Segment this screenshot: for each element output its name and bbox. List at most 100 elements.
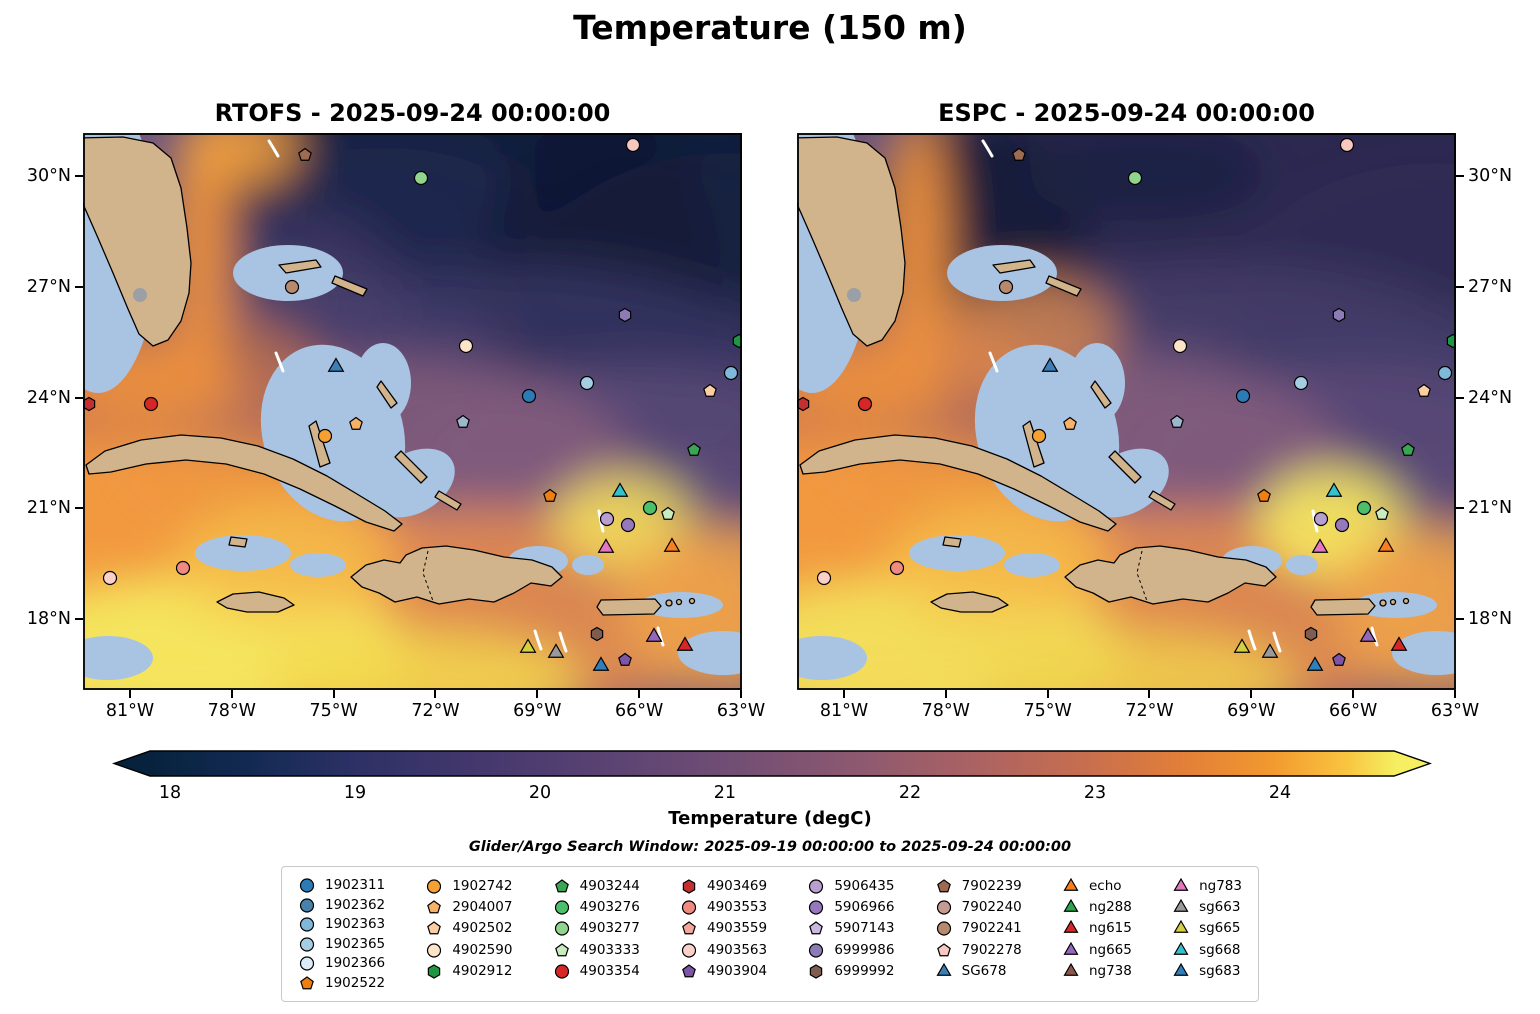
hexagon-marker-icon xyxy=(682,879,696,894)
x-tick-mark xyxy=(944,690,947,698)
legend-item-sg663: sg663 xyxy=(1172,897,1242,917)
legend-item-ng783: ng783 xyxy=(1172,876,1242,896)
legend-item-4902590: 4902590 xyxy=(425,940,512,960)
x-tick-mark xyxy=(1148,690,1151,698)
y-tick-label: 18°N xyxy=(26,608,71,629)
map-marker-hexagon xyxy=(83,396,96,412)
x-tick-label: 66°W xyxy=(615,701,664,721)
map-marker-circle xyxy=(998,279,1014,295)
legend-item-1902742: 1902742 xyxy=(425,876,512,896)
legend-label: 4903553 xyxy=(706,899,768,916)
y-tick-label: 21°N xyxy=(1468,498,1513,519)
legend-label: 4903354 xyxy=(579,963,640,980)
map-marker-pentagon xyxy=(1170,414,1184,428)
legend-label: 1902311 xyxy=(325,877,386,894)
legend-label: 6999992 xyxy=(834,963,895,980)
legend-label: sg663 xyxy=(1199,899,1241,916)
legend-label: 7902278 xyxy=(961,941,1022,958)
map-marker-pentagon xyxy=(1012,147,1026,161)
legend-item-echo: echo xyxy=(1062,876,1132,896)
panel-espc: ESPC - 2025-09-24 00:00:00 81°W 78°W 75°W 7… xyxy=(797,99,1512,721)
legend-item-4903276: 4903276 xyxy=(553,897,640,917)
circle-marker-icon xyxy=(554,964,569,979)
triangle-marker-icon xyxy=(1173,899,1189,913)
triangle-marker-icon xyxy=(936,963,952,976)
legend-label: 7902239 xyxy=(961,877,1022,894)
legend-label: 1902522 xyxy=(325,974,386,991)
y-tick-label: 27°N xyxy=(26,276,71,297)
figure-title: Temperature (150 m) xyxy=(573,8,967,47)
map-marker-triangle xyxy=(1359,627,1377,642)
legend-item-4903553: 4903553 xyxy=(680,897,767,917)
map-marker-circle xyxy=(1235,388,1251,404)
triangle-marker-icon xyxy=(1173,920,1189,934)
x-tick-mark xyxy=(230,690,233,698)
map-marker-triangle xyxy=(1233,638,1251,653)
map-marker-pentagon xyxy=(1257,488,1271,502)
map-marker-triangle xyxy=(645,627,663,642)
legend-column: 5906435 5906966 5907143 6999986 6999992 xyxy=(807,876,894,992)
legend-label: 1902742 xyxy=(452,877,513,894)
legend-label: 4903333 xyxy=(579,941,640,958)
x-tick-label: 81°W xyxy=(819,701,869,721)
pentagon-marker-icon xyxy=(300,976,314,990)
y-tick-mark xyxy=(1456,396,1464,399)
legend-item-7902240: 7902240 xyxy=(935,897,1022,917)
map-marker-triangle xyxy=(597,538,615,553)
map-marker-circle xyxy=(625,137,641,153)
x-tick-mark xyxy=(842,690,845,698)
map-marker-hexagon xyxy=(618,307,632,323)
map-marker-circle xyxy=(1313,511,1329,527)
legend-column: 1902742 2904007 4902502 4902590 4902912 xyxy=(425,876,512,992)
map-marker-hexagon xyxy=(590,626,604,642)
triangle-marker-icon xyxy=(1173,877,1189,891)
colorbar-gradient xyxy=(111,750,1433,777)
legend-label: 7902241 xyxy=(961,920,1022,937)
map-marker-circle xyxy=(1437,365,1453,381)
legend-label: 1902366 xyxy=(325,955,386,972)
pentagon-marker-icon xyxy=(809,921,824,935)
circle-marker-icon xyxy=(681,943,697,958)
circle-marker-icon xyxy=(299,937,315,952)
map-marker-circle xyxy=(599,511,615,527)
x-tick-mark xyxy=(638,690,641,698)
legend-label: sg665 xyxy=(1199,920,1241,937)
triangle-marker-icon xyxy=(1063,963,1079,976)
legend-item-sg683: sg683 xyxy=(1172,961,1242,981)
hexagon-marker-icon xyxy=(428,964,441,979)
y-tick-mark xyxy=(1456,285,1464,288)
map-marker-triangle xyxy=(611,482,629,497)
legend-label: 4903469 xyxy=(706,877,768,894)
legend-item-ng288: ng288 xyxy=(1062,897,1132,917)
map-marker-triangle xyxy=(1306,656,1324,671)
map-marker-circle xyxy=(175,560,191,576)
legend-item-SG678: SG678 xyxy=(935,961,1022,981)
colorbar-tick-label: 18 xyxy=(158,783,182,803)
legend-column: 7902239 7902240 7902241 7902278 SG678 xyxy=(935,876,1022,992)
y-tick-label: 30°N xyxy=(26,166,71,186)
legend-item-ng738: ng738 xyxy=(1062,961,1132,981)
map-frame xyxy=(797,133,1456,690)
legend-item-5906435: 5906435 xyxy=(807,876,894,896)
legend-item-4902502: 4902502 xyxy=(425,919,512,939)
map-marker-circle xyxy=(1031,428,1047,444)
y-tick-mark xyxy=(1456,507,1464,510)
colorbar-tick-label: 21 xyxy=(713,783,737,803)
y-tick-label: 24°N xyxy=(1468,387,1513,408)
legend-column: 4903469 4903553 4903559 4903563 4903904 xyxy=(680,876,767,992)
x-tick-mark xyxy=(536,690,539,698)
circle-marker-icon xyxy=(936,900,951,915)
pentagon-marker-icon xyxy=(554,943,569,957)
circle-marker-icon xyxy=(554,900,569,915)
legend-item-6999992: 6999992 xyxy=(807,961,894,981)
legend-item-1902522: 1902522 xyxy=(298,974,385,992)
map-marker-circle xyxy=(413,170,429,186)
legend-label: 4902912 xyxy=(452,963,513,980)
circle-marker-icon xyxy=(681,900,697,915)
triangle-marker-icon xyxy=(1063,877,1079,891)
x-tick-label: 78°W xyxy=(921,701,970,721)
legend-label: SG678 xyxy=(961,963,1007,980)
legend-label: ng615 xyxy=(1088,920,1132,937)
x-tick-label: 66°W xyxy=(1329,701,1378,721)
map-marker-pentagon xyxy=(1332,652,1346,666)
